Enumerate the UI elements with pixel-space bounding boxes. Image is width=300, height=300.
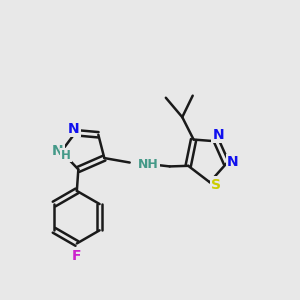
Text: N: N — [68, 122, 80, 136]
Text: N: N — [212, 128, 224, 142]
Text: NH: NH — [138, 158, 159, 171]
Text: N: N — [227, 155, 239, 169]
Text: H: H — [61, 148, 71, 162]
Text: N: N — [52, 145, 64, 158]
Text: S: S — [211, 178, 221, 192]
Text: F: F — [72, 249, 82, 263]
